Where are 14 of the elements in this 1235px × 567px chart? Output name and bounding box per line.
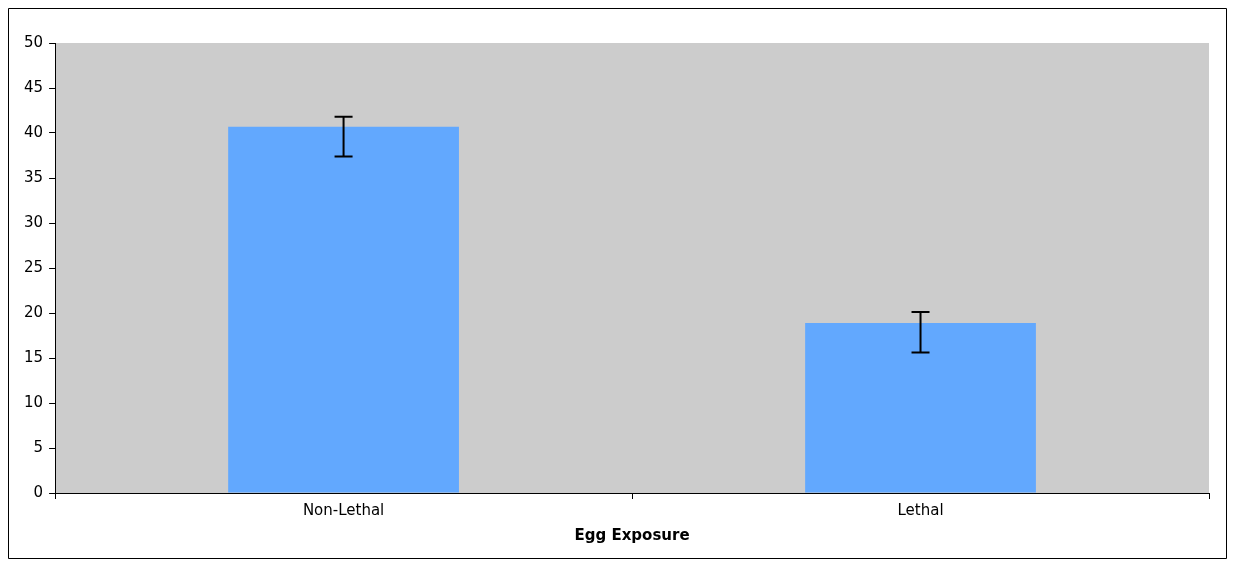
x-axis-title: Egg Exposure [574,525,690,544]
y-tick-label: 5 [33,437,44,456]
x-tick-label: Lethal [897,500,944,519]
x-tick-label: Non-Lethal [302,500,385,519]
y-tick-label: 50 [23,32,44,51]
y-tick-label: 35 [23,167,44,186]
y-tick-label: 0 [33,482,44,501]
y-tick-label: 15 [23,347,44,366]
y-tick-label: 40 [23,122,44,141]
y-tick-label: 45 [23,77,44,96]
y-tick-label: 30 [23,212,44,231]
y-tick-label: 20 [23,302,44,321]
y-tick-label: 25 [23,257,44,276]
y-tick-label: 10 [23,392,44,411]
